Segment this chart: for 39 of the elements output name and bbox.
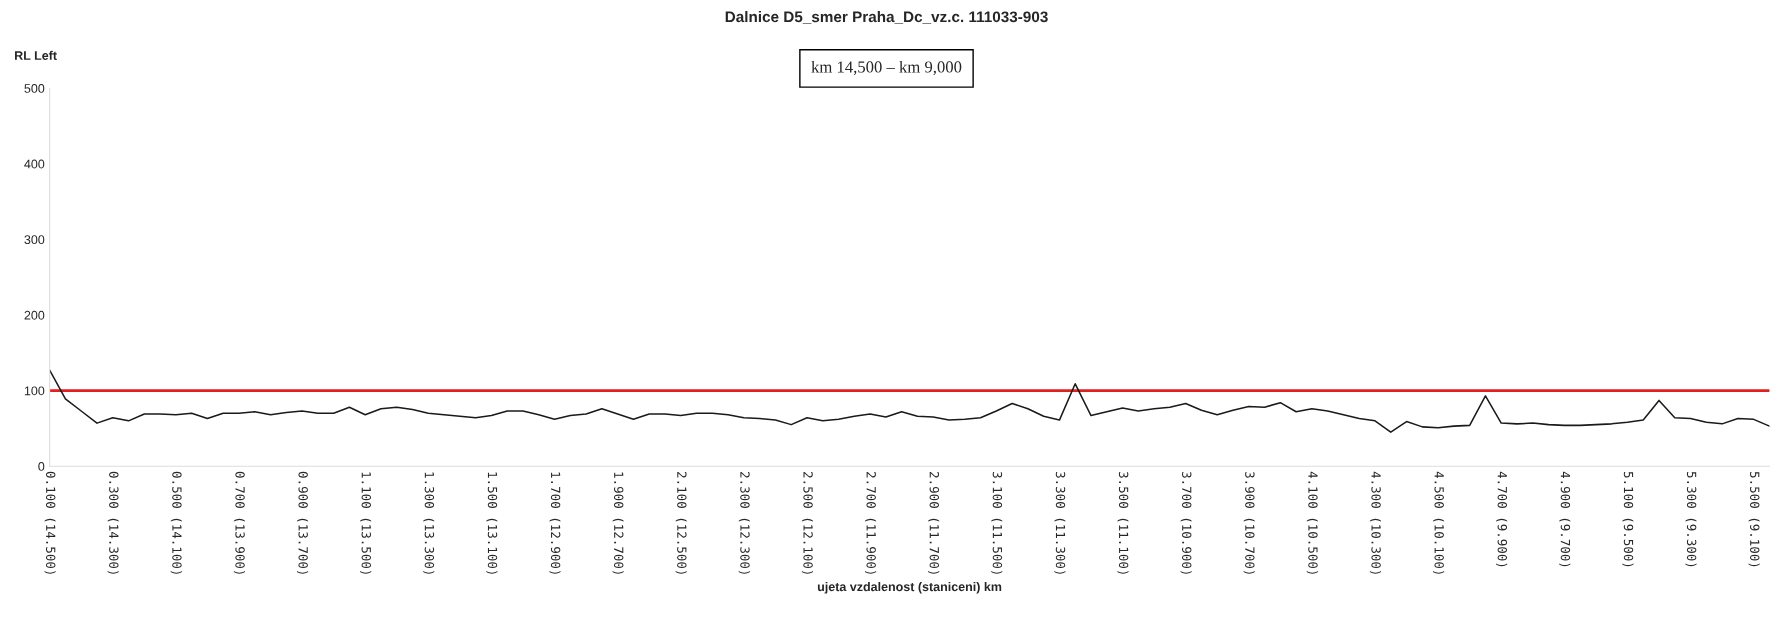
y-tick-label: 200 [24,310,45,320]
x-tick-label: 4.700 (9.900) [1496,471,1508,567]
x-tick-label: 2.100 (12.500) [675,471,687,574]
x-tick-label: 3.500 (11.100) [1117,471,1129,574]
x-axis-title: ujeta vzdalenost (staniceni) km [817,581,1002,594]
x-tick-label: 3.300 (11.300) [1054,471,1066,574]
x-tick-label: 0.100 (14.500) [44,471,56,574]
x-tick-label: 1.500 (13.100) [486,472,498,574]
y-tick-label: 0 [38,462,45,471]
x-tick-label: 0.900 (13.700) [296,471,309,574]
chart-title: Dalnice D5_smer Praha_Dc_vz.c. 111033-903 [725,10,1048,24]
x-tick-label: 5.300 (9.300) [1685,471,1697,567]
x-tick-label: 0.300 (14.300) [107,471,119,574]
y-tick-label: 500 [24,84,45,93]
x-tick-label: 1.700 (12.900) [549,472,561,574]
x-tick-label: 2.500 (12.100) [801,471,813,574]
y-tick-label: 400 [24,159,45,169]
x-tick-label: 4.100 (10.500) [1306,471,1318,574]
chart-subtitle: km 14,500 – km 9,000 [811,60,962,76]
x-tick-label: 4.300 (10.300) [1369,471,1381,574]
x-tick-label: 1.300 (13.300) [423,472,435,574]
line-series [49,369,1770,433]
x-tick-label: 1.100 (13.500) [360,472,372,574]
y-axis-title: RL Left [15,50,57,60]
x-tick-label: 3.700 (10.900) [1180,471,1192,574]
x-tick-label: 3.900 (10.700) [1243,471,1255,574]
x-tick-label: 5.100 (9.500) [1622,471,1634,567]
x-tick-label: 2.300 (12.300) [738,471,750,574]
x-tick-label: 0.500 (14.100) [170,471,182,574]
x-tick-label: 1.900 (12.700) [612,472,624,574]
x-tick-label: 2.700 (11.900) [864,471,877,574]
y-tick-label: 100 [24,386,45,396]
x-tick-label: 0.700 (13.900) [233,471,245,574]
y-tick-label: 300 [24,235,45,245]
x-tick-label: 4.900 (9.700) [1559,471,1571,567]
x-tick-label: 5.500 (9.100) [1748,471,1760,567]
x-tick-label: 3.100 (11.500) [991,471,1003,574]
x-tick-label: 4.500 (10.100) [1432,471,1445,574]
x-tick-label: 2.900 (11.700) [928,471,940,574]
